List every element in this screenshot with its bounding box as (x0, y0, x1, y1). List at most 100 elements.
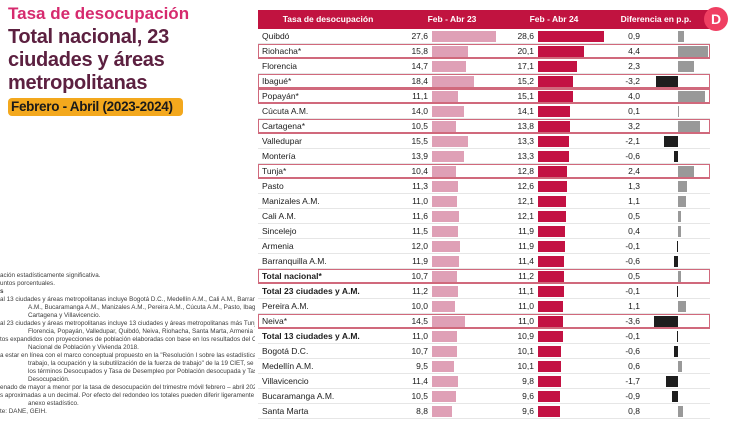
bar-feb-abr-23 (428, 255, 502, 267)
bar-feb-abr-24 (534, 240, 604, 252)
bar-feb-abr-23 (428, 240, 502, 252)
value-diff: -3,6 (625, 316, 640, 326)
bar-feb-abr-23 (428, 345, 502, 357)
value-feb-abr-24: 12,1 (517, 196, 534, 206)
bar-diff (644, 179, 710, 194)
row-label: Cartagena* (262, 121, 306, 131)
value-feb-abr-23: 18,4 (411, 76, 428, 86)
bar-diff (644, 74, 710, 89)
value-diff: -0,6 (625, 151, 640, 161)
bar-diff (644, 224, 710, 239)
bar-diff (644, 149, 710, 164)
row-label: Medellín A.M. (262, 361, 314, 371)
bar-feb-abr-24 (534, 120, 604, 132)
value-diff: 4,0 (628, 91, 640, 101)
bar-feb-abr-24 (534, 300, 604, 312)
footnote-line: al 23 ciudades y áreas metropolitanas in… (0, 320, 255, 327)
bar-diff (644, 119, 710, 134)
table-row: Total 23 ciudades y A.M. 11,2 11,1 -0,1 (258, 284, 710, 299)
value-feb-abr-23: 11,0 (412, 196, 428, 206)
bar-feb-abr-24 (534, 315, 604, 327)
value-diff: 1,3 (628, 181, 640, 191)
value-feb-abr-23: 8,8 (416, 406, 428, 416)
footnote-line: ación estadísticamente significativa. (0, 272, 101, 279)
footnote-line: s aproximadas a un decimal. Por efecto d… (0, 392, 255, 399)
bar-diff (644, 134, 710, 149)
value-feb-abr-23: 14,7 (411, 61, 428, 71)
bar-feb-abr-23 (428, 300, 502, 312)
table-row: Villavicencio 11,4 9,8 -1,7 (258, 374, 710, 389)
footnote-line: anexo estadístico. (28, 400, 79, 407)
bar-feb-abr-24 (534, 210, 604, 222)
row-label: Popayán* (262, 91, 299, 101)
table-row: Armenia 12,0 11,9 -0,1 (258, 239, 710, 254)
dane-logo-letter: D (710, 11, 722, 27)
footnote-line: Nacional de Población y Vivienda 2018. (28, 344, 139, 351)
table-row: Tunja* 10,4 12,8 2,4 (258, 164, 710, 179)
value-diff: 2,4 (628, 166, 640, 176)
bar-diff (644, 344, 710, 359)
row-label: Villavicencio (262, 376, 309, 386)
value-feb-abr-23: 9,5 (416, 361, 428, 371)
bar-diff (644, 404, 710, 419)
footnotes: ación estadísticamente significativa. unt… (0, 272, 255, 416)
table-row: Pasto 11,3 12,6 1,3 (258, 179, 710, 194)
table-row: Quibdó 27,6 28,6 0,9 (258, 29, 710, 44)
table-row: Sincelejo 11,5 11,9 0,4 (258, 224, 710, 239)
row-label: Florencia (262, 61, 297, 71)
value-feb-abr-23: 10,7 (411, 346, 428, 356)
period-badge: Febrero - Abril (2023-2024) (8, 98, 183, 116)
value-diff: -0,6 (625, 346, 640, 356)
value-feb-abr-23: 15,5 (411, 136, 428, 146)
value-diff: 0,9 (628, 31, 640, 41)
bar-feb-abr-24 (534, 180, 604, 192)
row-label: Armenia (262, 241, 294, 251)
value-feb-abr-23: 10,4 (411, 166, 428, 176)
bar-feb-abr-24 (534, 165, 604, 177)
bar-feb-abr-24 (534, 150, 604, 162)
bar-feb-abr-24 (534, 285, 604, 297)
bar-feb-abr-23 (428, 180, 502, 192)
value-feb-abr-24: 11,0 (518, 316, 534, 326)
table-header: Tasa de desocupación Feb - Abr 23 Feb - … (258, 10, 710, 29)
value-feb-abr-24: 15,1 (517, 91, 534, 101)
bar-feb-abr-23 (428, 360, 502, 372)
bar-diff (644, 44, 710, 59)
bar-feb-abr-23 (428, 210, 502, 222)
table-row: Ibagué* 18,4 15,2 -3,2 (258, 74, 710, 89)
bar-feb-abr-23 (428, 150, 502, 162)
bar-diff (644, 239, 710, 254)
page-subtitle: Total nacional, 23 ciudades y áreas metr… (8, 26, 169, 94)
bar-diff (644, 389, 710, 404)
value-diff: -0,1 (625, 286, 640, 296)
row-label: Total 13 ciudades y A.M. (262, 331, 360, 341)
row-label: Riohacha* (262, 46, 302, 56)
bar-feb-abr-23 (428, 60, 502, 72)
value-feb-abr-24: 17,1 (517, 61, 534, 71)
bar-feb-abr-24 (534, 45, 604, 57)
value-diff: 0,5 (628, 211, 640, 221)
value-feb-abr-23: 11,9 (412, 256, 428, 266)
value-feb-abr-23: 13,9 (411, 151, 428, 161)
bar-feb-abr-24 (534, 405, 604, 417)
bar-feb-abr-24 (534, 225, 604, 237)
column-header-diff: Diferencia en p.p. (620, 14, 692, 24)
value-diff: 1,1 (628, 196, 640, 206)
table-row: Cúcuta A.M. 14,0 14,1 0,1 (258, 104, 710, 119)
value-diff: 2,3 (628, 61, 640, 71)
row-label: Total nacional* (262, 271, 322, 281)
row-label: Valledupar (262, 136, 303, 146)
bar-feb-abr-23 (428, 105, 502, 117)
footnote-line: los términos Desocupados y Tasa de Desem… (28, 368, 255, 375)
value-feb-abr-24: 10,1 (517, 361, 534, 371)
bar-diff (644, 164, 710, 179)
value-feb-abr-23: 11,3 (412, 181, 428, 191)
value-feb-abr-24: 28,6 (517, 31, 534, 41)
bar-feb-abr-24 (534, 330, 604, 342)
bar-feb-abr-24 (534, 195, 604, 207)
bar-feb-abr-24 (534, 390, 604, 402)
value-feb-abr-23: 14,5 (411, 316, 428, 326)
value-diff: 0,1 (628, 106, 640, 116)
footnote-line: Florencia, Popayán, Valledupar, Quibdó, … (28, 328, 255, 335)
footnote-line: Desocupación. (28, 376, 70, 383)
